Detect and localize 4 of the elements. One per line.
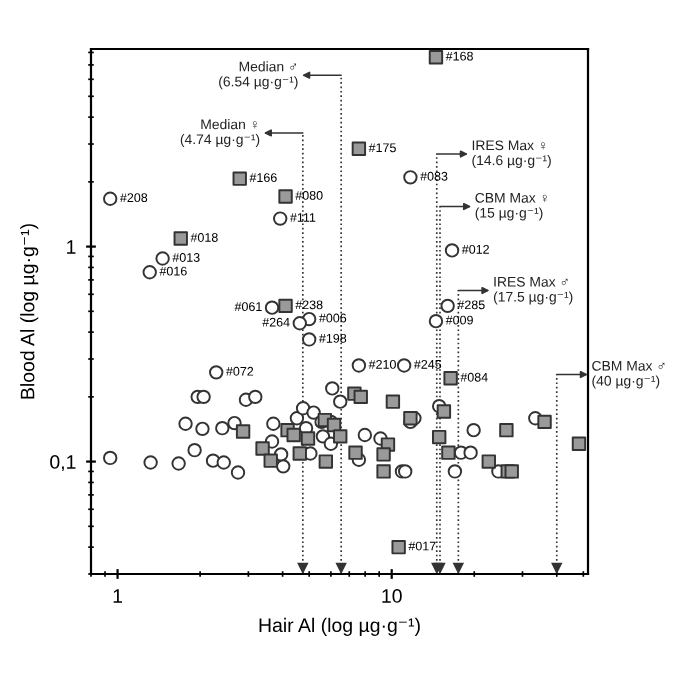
x-tick-label: 10 [382,589,402,603]
y-tick-label: 0,1 [50,455,76,472]
y-axis-title: Blood Al (log µg·g⁻¹) [20,224,39,399]
x-axis-title: Hair Al (log µg·g⁻¹) [259,617,420,636]
